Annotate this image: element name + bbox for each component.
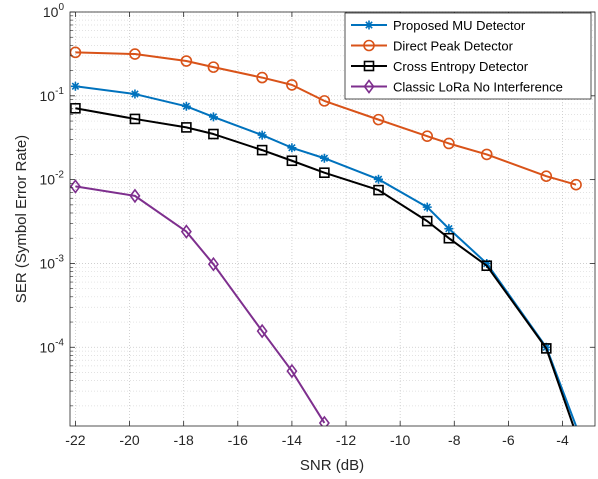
legend-item: Proposed MU Detector bbox=[351, 18, 526, 33]
data-point bbox=[540, 343, 552, 354]
y-tick-exponent: -1 bbox=[55, 86, 64, 97]
x-tick-label: -20 bbox=[119, 432, 139, 448]
data-point bbox=[129, 113, 141, 125]
x-tick-label: -14 bbox=[282, 432, 302, 448]
series-line bbox=[75, 185, 326, 424]
data-point bbox=[482, 258, 492, 268]
data-point bbox=[181, 101, 191, 111]
data-point bbox=[287, 143, 297, 153]
legend-label: Direct Peak Detector bbox=[393, 39, 514, 54]
data-point bbox=[481, 260, 493, 272]
x-tick-label: -18 bbox=[174, 432, 194, 448]
legend-swatch-marker bbox=[363, 79, 375, 94]
data-point bbox=[207, 61, 220, 73]
x-tick-label: -22 bbox=[65, 432, 85, 448]
legend-swatch-marker bbox=[364, 20, 374, 30]
data-point bbox=[286, 363, 298, 379]
y-tick-label: 10-3 bbox=[40, 253, 65, 271]
y-tick-base: 10 bbox=[43, 4, 59, 20]
data-point bbox=[207, 256, 219, 272]
data-point bbox=[570, 178, 582, 191]
data-point bbox=[70, 102, 81, 114]
data-point bbox=[319, 167, 330, 178]
data-point bbox=[421, 130, 434, 142]
legend-label: Proposed MU Detector bbox=[393, 18, 526, 33]
data-point bbox=[129, 48, 141, 60]
data-point bbox=[129, 188, 141, 204]
x-tick-label: -8 bbox=[448, 432, 461, 448]
data-point bbox=[422, 202, 432, 212]
data-point bbox=[319, 153, 329, 163]
series-1 bbox=[70, 46, 582, 191]
data-point bbox=[318, 95, 331, 107]
data-point bbox=[421, 215, 433, 227]
legend-label: Classic LoRa No Interference bbox=[393, 80, 563, 95]
x-tick-label: -16 bbox=[228, 432, 248, 448]
data-point bbox=[256, 71, 268, 84]
x-axis-label: SNR (dB) bbox=[300, 457, 364, 474]
data-point bbox=[480, 148, 493, 161]
y-tick-base: 10 bbox=[40, 339, 56, 355]
y-tick-label: 10-2 bbox=[40, 170, 65, 188]
data-point bbox=[208, 128, 219, 140]
legend-swatch-marker bbox=[363, 39, 375, 52]
y-axis-label: SER (Symbol Error Rate) bbox=[13, 135, 30, 303]
data-point bbox=[286, 155, 298, 167]
data-point bbox=[443, 137, 455, 150]
series-3 bbox=[70, 179, 330, 426]
x-tick-label: -10 bbox=[390, 432, 410, 448]
grid-layer bbox=[70, 11, 595, 426]
legend-item: Direct Peak Detector bbox=[351, 39, 514, 54]
data-point bbox=[256, 323, 268, 339]
series-line bbox=[75, 51, 577, 186]
data-point bbox=[180, 224, 192, 239]
data-point bbox=[257, 130, 267, 140]
data-point bbox=[372, 113, 385, 126]
data-point bbox=[208, 112, 218, 122]
data-point bbox=[443, 232, 455, 244]
legend-swatch-marker bbox=[363, 60, 375, 72]
y-tick-exponent: -4 bbox=[55, 337, 64, 348]
legend-item: Cross Entropy Detector bbox=[351, 59, 529, 74]
y-tick-exponent: -2 bbox=[55, 170, 64, 181]
y-tick-label: 100 bbox=[43, 2, 65, 20]
x-tick-label: -12 bbox=[336, 432, 356, 448]
y-tick-label: 10-4 bbox=[40, 337, 65, 355]
series-layer bbox=[70, 46, 582, 426]
data-point bbox=[286, 79, 298, 91]
series-line bbox=[75, 107, 575, 426]
y-tick-base: 10 bbox=[40, 88, 56, 104]
data-point bbox=[181, 122, 192, 133]
data-point bbox=[180, 55, 193, 67]
legend: Proposed MU Detector Direct Peak Detector… bbox=[344, 12, 592, 100]
data-point bbox=[374, 174, 384, 184]
axes-box bbox=[69, 11, 596, 427]
data-point bbox=[256, 144, 268, 156]
data-point bbox=[70, 46, 82, 59]
axes-layer: -22 -20 -18 -16 -14 -12 -10 -8 -6 -410010-110-210… bbox=[40, 2, 596, 448]
x-tick-label: -6 bbox=[502, 432, 515, 448]
data-point bbox=[70, 81, 80, 91]
y-tick-exponent: -3 bbox=[55, 253, 64, 264]
legend-item: Classic LoRa No Interference bbox=[351, 79, 563, 95]
data-point bbox=[444, 224, 454, 234]
y-tick-label: 10-1 bbox=[40, 86, 65, 104]
data-point bbox=[70, 179, 81, 194]
y-tick-base: 10 bbox=[40, 255, 56, 271]
x-tick-label: -4 bbox=[556, 432, 569, 448]
data-point bbox=[130, 89, 140, 99]
data-point bbox=[540, 170, 553, 182]
data-point bbox=[373, 184, 384, 196]
data-point bbox=[318, 415, 330, 426]
y-tick-exponent: 0 bbox=[58, 2, 64, 13]
legend-box bbox=[344, 12, 592, 100]
y-tick-base: 10 bbox=[40, 172, 56, 188]
legend-label: Cross Entropy Detector bbox=[393, 59, 529, 74]
series-2 bbox=[70, 102, 575, 426]
